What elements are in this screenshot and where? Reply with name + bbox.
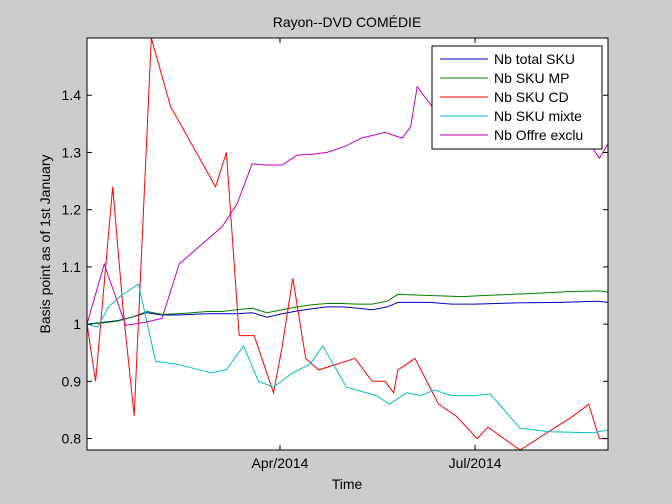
x-tick-label: Jul/2014: [449, 455, 502, 471]
y-tick-label: 0.9: [62, 373, 82, 389]
x-axis: Apr/2014 Jul/2014: [252, 38, 502, 471]
legend-entry-label: Nb SKU CD: [494, 89, 569, 105]
axes-box: [86, 37, 609, 451]
series-line-4: [87, 283, 608, 434]
y-tick-label: 0.8: [62, 431, 82, 447]
x-axis-label: Time: [332, 476, 363, 492]
y-tick-label: 1.2: [62, 202, 82, 218]
y-axis: 0.8 0.9 1 1.1 1.2 1.3 1.4: [62, 87, 608, 447]
chart-title: Rayon--DVD COMÉDIE: [273, 14, 422, 30]
legend-entry-label: Nb Offre exclu: [494, 127, 583, 143]
x-tick-label: Apr/2014: [252, 455, 309, 471]
legend: Nb total SKU Nb SKU MP Nb SKU CD Nb SKU mix…: [431, 45, 603, 150]
y-tick-label: 1.3: [62, 144, 82, 160]
legend-entry-label: Nb total SKU: [494, 51, 575, 67]
series-line-1: [87, 300, 608, 325]
y-axis-label: Basis point as of 1st January: [37, 155, 53, 334]
series-lines: [87, 38, 608, 450]
legend-entry-label: Nb SKU MP: [494, 70, 569, 86]
y-tick-label: 1.1: [62, 259, 82, 275]
y-tick-label: 1.4: [62, 87, 82, 103]
y-tick-label: 1: [73, 316, 81, 332]
legend-entry-label: Nb SKU mixte: [494, 108, 582, 124]
series-line-3: [87, 38, 608, 450]
